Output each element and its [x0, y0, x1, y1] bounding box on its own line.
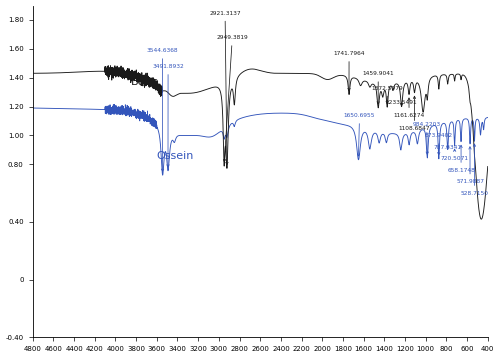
Text: 2921.3137: 2921.3137	[210, 11, 241, 165]
Text: 3491.8932: 3491.8932	[152, 64, 184, 167]
Text: Ossein: Ossein	[157, 150, 194, 160]
Text: 1108.6847: 1108.6847	[399, 96, 430, 131]
Text: 1650.6955: 1650.6955	[344, 113, 376, 156]
Text: 2949.3819: 2949.3819	[216, 35, 248, 162]
Text: 1233.5491: 1233.5491	[386, 100, 418, 106]
Text: Bone: Bone	[131, 77, 160, 87]
Text: 3544.6368: 3544.6368	[147, 48, 178, 171]
Text: 720.5071: 720.5071	[440, 149, 468, 161]
Text: 873.9402: 873.9402	[425, 133, 453, 155]
Text: 1372.5979: 1372.5979	[372, 86, 403, 103]
Text: 571.9887: 571.9887	[456, 147, 484, 184]
Text: 1741.7964: 1741.7964	[334, 51, 365, 91]
Text: 1459.9041: 1459.9041	[362, 71, 394, 104]
Text: 658.1748: 658.1748	[447, 145, 475, 173]
Text: 984.2203: 984.2203	[412, 122, 441, 154]
Text: 787.8341: 787.8341	[434, 145, 462, 150]
Text: 528.7150: 528.7150	[460, 144, 488, 196]
Text: 1161.6274: 1161.6274	[394, 98, 424, 118]
